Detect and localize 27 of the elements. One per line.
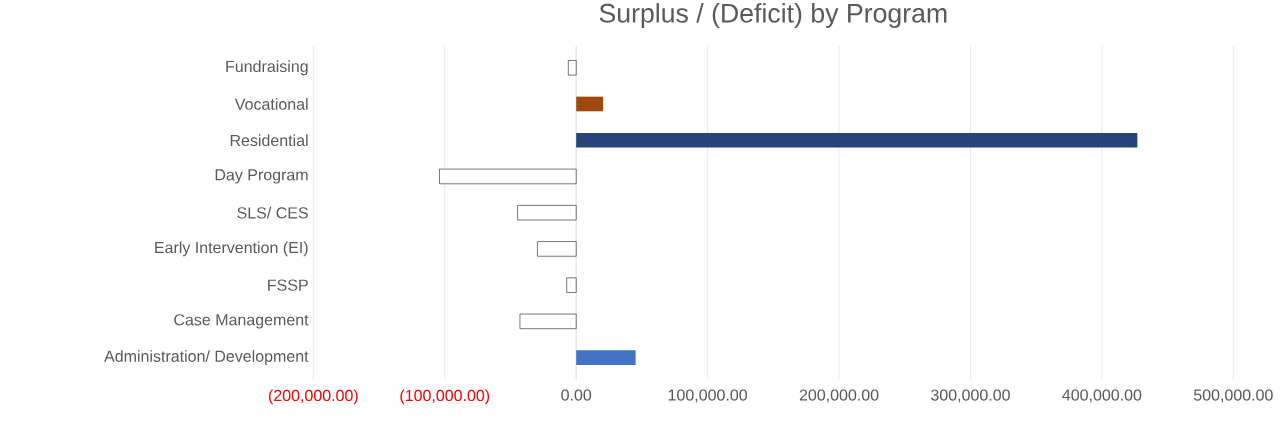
y-tick-label: SLS/ CES xyxy=(237,206,308,219)
y-tick-label: Day Program xyxy=(215,169,308,184)
bar xyxy=(537,241,577,257)
y-tick-label: Administration/ Development xyxy=(104,350,309,366)
y-tick-label: Case Management xyxy=(174,314,309,329)
x-tick-label: (200,000.00) xyxy=(268,389,358,405)
bar xyxy=(568,60,577,76)
y-tick-label: Early Intervention (EI) xyxy=(155,241,308,257)
x-tick-label: (100,000.00) xyxy=(400,389,490,405)
x-tick-label: 300,000.00 xyxy=(931,389,1010,403)
x-tick-label: 500,000.00 xyxy=(1193,389,1273,403)
bar xyxy=(519,313,577,329)
x-tick-label: 200,000.00 xyxy=(799,389,879,403)
bar xyxy=(576,350,636,365)
bar xyxy=(439,168,577,185)
bar xyxy=(566,277,577,293)
y-tick-label: FSSP xyxy=(268,279,308,291)
x-tick-label: 100,000.00 xyxy=(668,389,748,403)
x-tick-label: 400,000.00 xyxy=(1062,389,1142,403)
x-tick-label: 0.00 xyxy=(561,389,592,401)
y-tick-label: Fundraising xyxy=(226,60,308,76)
chart-title: Surplus / (Deficit) by Program xyxy=(599,3,947,28)
bar xyxy=(576,96,604,112)
y-tick-label: Residential xyxy=(230,134,308,147)
y-tick-label: Vocational xyxy=(234,98,308,110)
bar xyxy=(517,205,577,221)
bar xyxy=(576,132,1138,148)
